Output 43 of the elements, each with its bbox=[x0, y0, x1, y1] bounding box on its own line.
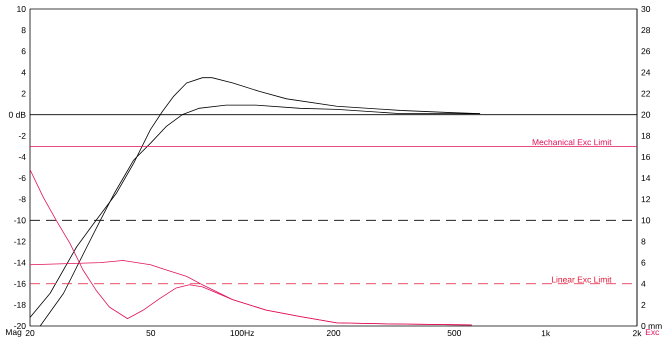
y2-tick-label: 24 bbox=[641, 69, 650, 76]
y2-tick-label: 16 bbox=[642, 154, 650, 160]
y2-tick-label: 20 bbox=[641, 112, 650, 118]
y2-tick-label: 8 bbox=[641, 238, 646, 244]
y2-tick-label: 28 bbox=[641, 27, 650, 34]
x-tick-label: 200 bbox=[326, 330, 340, 336]
x-tick-label: 500 bbox=[448, 330, 462, 336]
y-tick-label: 4 bbox=[21, 69, 26, 76]
y-tick-label: -16 bbox=[14, 280, 26, 287]
ref-line-label: Linear Exc Limit bbox=[552, 276, 612, 283]
y-axis-title: Mag bbox=[6, 329, 22, 337]
y-tick-label: -10 bbox=[14, 217, 26, 224]
y-tick-label: 6 bbox=[22, 48, 26, 54]
y2-tick-label: 22 bbox=[641, 90, 650, 96]
x-tick-label: 2k bbox=[632, 330, 642, 336]
y-tick-label: -18 bbox=[14, 302, 26, 308]
y2-tick-label: 14 bbox=[642, 175, 650, 181]
y-tick-label: 10 bbox=[17, 6, 26, 12]
y2-axis-title: Exc bbox=[646, 329, 660, 336]
y2-tick-label: 30 bbox=[641, 6, 650, 12]
y-tick-label: 0 dB bbox=[8, 112, 26, 118]
ref-line-label: Mechanical Exc Limit bbox=[532, 138, 612, 146]
y-tick-label: -12 bbox=[14, 238, 26, 244]
x-tick-label: 1k bbox=[542, 330, 550, 336]
y2-tick-label: 2 bbox=[641, 302, 646, 308]
y2-tick-label: 18 bbox=[642, 132, 650, 139]
y-tick-label: -14 bbox=[14, 260, 26, 266]
y2-tick-label: 4 bbox=[641, 280, 646, 287]
y2-tick-label: 6 bbox=[641, 260, 646, 266]
y2-tick-label: 26 bbox=[641, 48, 650, 54]
y2-tick-label: 10 bbox=[642, 217, 650, 224]
x-tick-label: 20 bbox=[26, 330, 34, 336]
y-tick-label: -20 bbox=[14, 323, 26, 329]
y-tick-label: -4 bbox=[18, 154, 26, 160]
y-tick-label: -2 bbox=[18, 132, 26, 139]
x-tick-label: 50 bbox=[146, 330, 156, 336]
y-tick-label: 8 bbox=[22, 27, 26, 34]
y-tick-label: 2 bbox=[22, 90, 26, 96]
y2-tick-label: 12 bbox=[642, 196, 650, 202]
y2-tick-label: 0 mm bbox=[641, 323, 662, 329]
y-tick-label: -8 bbox=[18, 196, 26, 202]
x-tick-label: 100Hz bbox=[230, 330, 254, 336]
y-tick-label: -6 bbox=[18, 175, 26, 182]
